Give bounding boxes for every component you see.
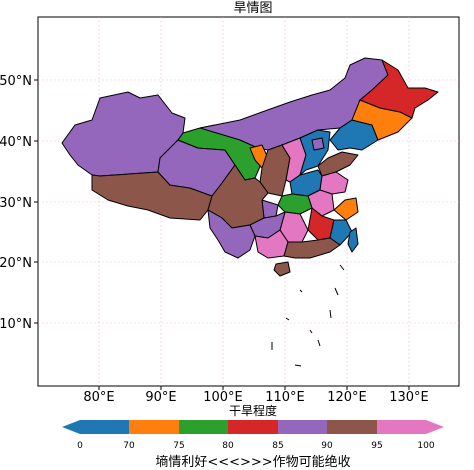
lat-tick-label: 20°N xyxy=(0,256,32,271)
province-beijing xyxy=(311,137,325,151)
province-xinjiang xyxy=(61,91,186,177)
province-hainan xyxy=(273,261,291,277)
lon-tick-label: 90°E xyxy=(145,390,176,405)
colorbar-tick-labels: 0 70 75 80 85 90 95 100 xyxy=(77,441,435,451)
province-heilongjiang xyxy=(359,59,439,119)
province-yunnan xyxy=(207,209,256,259)
province-fujian xyxy=(329,219,353,246)
colorbar-segment xyxy=(278,420,327,434)
colorbar-tick-label: 0 xyxy=(77,441,83,451)
lat-tick-labels: 10°N 20°N 30°N 40°N 50°N xyxy=(0,74,32,332)
province-hubei xyxy=(277,193,313,215)
colorbar-segment xyxy=(80,420,129,434)
colorbar-segment xyxy=(377,420,426,434)
map-title: 旱情图 xyxy=(233,1,272,16)
colorbar-note: 墒情利好<<<>>>作物可能绝收 xyxy=(155,454,350,470)
province-zhejiang xyxy=(333,197,359,221)
colorbar-tick-label: 100 xyxy=(417,441,434,451)
colorbar-tick-label: 85 xyxy=(272,441,283,451)
tick-marks xyxy=(34,79,410,390)
lon-tick-label: 120°E xyxy=(327,390,367,405)
lon-tick-label: 130°E xyxy=(389,390,429,405)
colorbar-tick-label: 75 xyxy=(173,441,184,451)
lon-tick-labels: 80°E 90°E 100°E 110°E 120°E 130°E xyxy=(83,390,428,405)
colorbar-segment xyxy=(327,420,377,434)
lon-tick-label: 110°E xyxy=(265,390,305,405)
colorbar-extend-low xyxy=(62,420,80,434)
colorbar-tick-label: 90 xyxy=(321,441,333,451)
colorbar-segment xyxy=(179,420,228,434)
lat-tick-label: 30°N xyxy=(0,196,32,211)
lon-tick-label: 100°E xyxy=(203,390,243,405)
lon-tick-label: 80°E xyxy=(83,390,114,405)
south-sea-islands xyxy=(271,264,345,367)
province-taiwan xyxy=(347,227,359,253)
lat-tick-label: 50°N xyxy=(0,74,32,89)
colorbar-extend-high xyxy=(426,420,444,434)
colorbar xyxy=(62,420,444,434)
lat-tick-label: 40°N xyxy=(0,135,32,150)
province-guangdong xyxy=(283,237,341,259)
colorbar-tick-label: 80 xyxy=(222,441,234,451)
lat-tick-label: 10°N xyxy=(0,317,32,332)
colorbar-label: 干旱程度 xyxy=(229,403,277,418)
colorbar-tick-label: 70 xyxy=(123,441,135,451)
province-layer xyxy=(61,57,439,277)
colorbar-segment xyxy=(129,420,179,434)
colorbar-segment xyxy=(228,420,278,434)
colorbar-tick-label: 95 xyxy=(371,441,382,451)
